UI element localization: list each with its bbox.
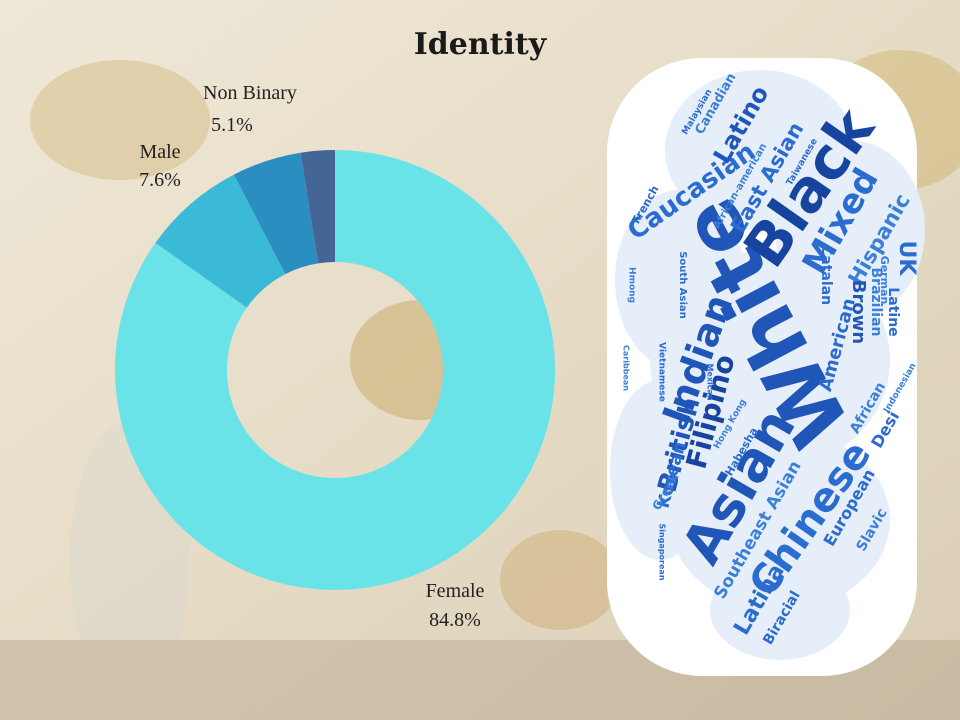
word: Hmong [627,267,637,303]
word: UK [894,241,919,277]
donut-slice [155,174,286,308]
donut-chart: Female 84.8% Male 7.6% Non Binary 5.1% [114,82,556,631]
slice-value-label: 84.8% [429,609,481,631]
word: South Asian [677,251,688,319]
slice-value-label: 7.6% [139,169,181,191]
word: Singaporean [658,523,667,580]
slice-label: Non Binary [203,82,297,104]
donut-slice [114,150,556,591]
word: Catalan [818,245,834,305]
donut-slice [300,150,335,264]
word: Brown [848,280,869,344]
slice-label: Female [426,580,485,602]
donut-slice [233,152,319,275]
word-cloud-shape [610,70,925,660]
slice-label: Male [139,141,180,163]
word: Latine [885,287,901,336]
word: Vietnamese [657,342,667,402]
chart-title: Identity [414,27,548,62]
word: Caribbean [622,345,631,391]
slice-value-label: 5.1% [211,114,253,136]
word: Mexican [706,363,715,400]
word: Brazilian [868,268,884,337]
word: German [878,256,891,305]
